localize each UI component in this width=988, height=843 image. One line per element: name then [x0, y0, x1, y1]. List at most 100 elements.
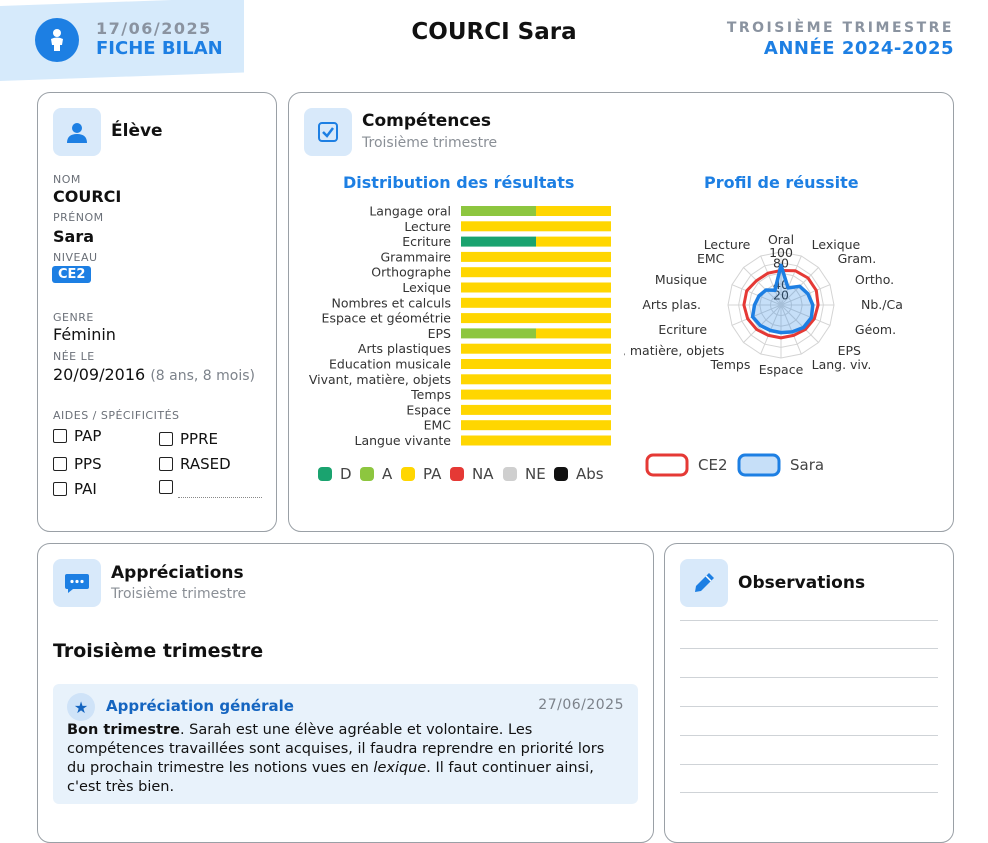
checkbox-box[interactable]	[159, 432, 173, 446]
header-trimester: TROISIÈME TRIMESTRE	[726, 20, 954, 36]
checkbox-pps[interactable]: PPS	[53, 455, 102, 473]
bar-category-label: Vivant, matière, objets	[309, 372, 451, 387]
general-appreciation-date: 27/06/2025	[538, 697, 624, 713]
checkbox-pap[interactable]: PAP	[53, 427, 101, 445]
header-avatar	[35, 18, 79, 62]
legend-label-PA: PA	[423, 465, 442, 483]
legend-swatch-NA	[450, 467, 464, 481]
radar-axis-label: Ecriture	[658, 322, 707, 337]
checkbox-label: PAI	[74, 480, 97, 498]
legend-label-A: A	[382, 465, 393, 483]
bar-segment-PA	[461, 389, 611, 400]
checkbox-box[interactable]	[53, 457, 67, 471]
radar-axis-label: Espace	[759, 362, 804, 377]
legend-swatch-PA	[401, 467, 415, 481]
radar-spoke	[780, 304, 831, 326]
nom-value: COURCI	[53, 187, 122, 206]
radar-legend-label-Sara: Sara	[790, 456, 824, 474]
checkbox-box[interactable]	[159, 480, 173, 494]
observation-line[interactable]	[680, 648, 938, 649]
radar-spoke	[743, 304, 782, 343]
appreciation-italic: lexique	[373, 760, 427, 776]
observation-line[interactable]	[680, 706, 938, 707]
bar-chart: Langage oralLectureEcritureGrammaireOrth…	[309, 204, 611, 483]
bar-category-label: EMC	[424, 418, 452, 433]
bar-segment-PA	[461, 404, 611, 415]
general-appreciation-box: ★ Appréciation générale 27/06/2025 Bon t…	[53, 684, 638, 804]
bar-category-label: Temps	[410, 387, 451, 402]
nom-label: NOM	[53, 173, 81, 186]
checkbox-icon	[304, 108, 352, 156]
radar-tick-label: 100	[769, 245, 793, 260]
bar-category-label: Langage oral	[369, 204, 451, 219]
legend-swatch-NE	[503, 467, 517, 481]
appreciation-part2: . Il faut continuer ainsi, c'est très bi…	[67, 760, 594, 795]
radar-axis-label: Vivant, matière, objets	[624, 343, 724, 358]
observation-line[interactable]	[680, 620, 938, 621]
niveau-label: NIVEAU	[53, 251, 98, 264]
radar-spoke	[780, 304, 819, 343]
radar-axis-label: Lexique	[812, 237, 861, 252]
radar-spoke	[760, 255, 782, 306]
bar-category-label: Langue vivante	[354, 433, 451, 448]
other-aide-field[interactable]	[178, 497, 262, 498]
observations-title: Observations	[738, 573, 866, 593]
appreciation-bold: Bon trimestre	[67, 722, 180, 738]
radar-spoke	[780, 255, 802, 306]
star-icon: ★	[67, 693, 95, 721]
checkbox-box[interactable]	[159, 457, 173, 471]
bar-segment-PA	[461, 343, 611, 354]
radar-legend-swatch-CE2	[645, 453, 689, 477]
radar-spoke	[731, 304, 782, 326]
bar-category-label: Lexique	[402, 280, 451, 295]
birth-date: 20/09/2016 (8 ans, 8 mois)	[53, 365, 255, 384]
observation-line[interactable]	[680, 735, 938, 736]
radar-legend-label-CE2: CE2	[698, 456, 728, 474]
person-icon	[53, 108, 101, 156]
checkbox-ppre[interactable]: PPRE	[159, 430, 218, 448]
checkbox-rased[interactable]: RASED	[159, 455, 231, 473]
checkbox-box[interactable]	[53, 429, 67, 443]
general-appreciation-text: Bon trimestre. Sarah est une élève agréa…	[67, 721, 627, 797]
radar-axis-label: Géom.	[855, 322, 896, 337]
chat-icon	[53, 559, 101, 607]
legend-label-NE: NE	[525, 465, 546, 483]
checkbox-other[interactable]	[159, 480, 180, 494]
aides-label: AIDES / SPÉCIFICITÉS	[53, 409, 180, 422]
bar-category-label: Arts plastiques	[358, 341, 451, 356]
observations-card: Observations	[664, 543, 954, 843]
bar-segment-PA	[461, 282, 611, 293]
radar-spoke	[780, 284, 831, 306]
bar-segment-PA	[461, 251, 611, 262]
bar-category-label: Espace et géométrie	[322, 311, 452, 326]
age-value: (8 ans, 8 mois)	[150, 368, 255, 384]
bar-segment-PA	[461, 297, 611, 308]
radar-spoke	[780, 304, 802, 355]
bar-segment-PA	[536, 328, 611, 339]
appreciations-title: Appréciations	[111, 563, 244, 583]
checkbox-box[interactable]	[53, 482, 67, 496]
bar-segment-PA	[461, 420, 611, 431]
section-heading: Troisième trimestre	[53, 640, 264, 662]
checkbox-label: PPS	[74, 455, 102, 473]
bar-category-label: Nombres et calculs	[331, 295, 451, 310]
bar-category-label: Orthographe	[371, 265, 451, 280]
bar-category-label: Education musicale	[329, 357, 451, 372]
bar-category-label: Ecriture	[402, 234, 451, 249]
header-school-year: ANNÉE 2024-2025	[763, 38, 954, 59]
observation-line[interactable]	[680, 792, 938, 793]
competences-card: Compétences Troisième trimestre Distribu…	[288, 92, 954, 532]
bar-segment-PA	[461, 221, 611, 232]
observation-line[interactable]	[680, 764, 938, 765]
radar-axis-label: EPS	[838, 343, 861, 358]
page-title: COURCI Sara	[411, 19, 577, 45]
radar-series-CE2	[742, 269, 820, 340]
bar-segment-D	[461, 236, 536, 247]
appreciations-card: Appréciations Troisième trimestre Troisi…	[37, 543, 654, 843]
radar-axis-label: Lecture	[704, 237, 751, 252]
radar-tick-label: 20	[773, 287, 789, 302]
observation-line[interactable]	[680, 677, 938, 678]
appreciations-subtitle: Troisième trimestre	[111, 586, 247, 602]
radar-chart: 204080100OralLexiqueGram.Ortho.Nb./CaGéo…	[624, 232, 903, 477]
checkbox-pai[interactable]: PAI	[53, 480, 97, 498]
